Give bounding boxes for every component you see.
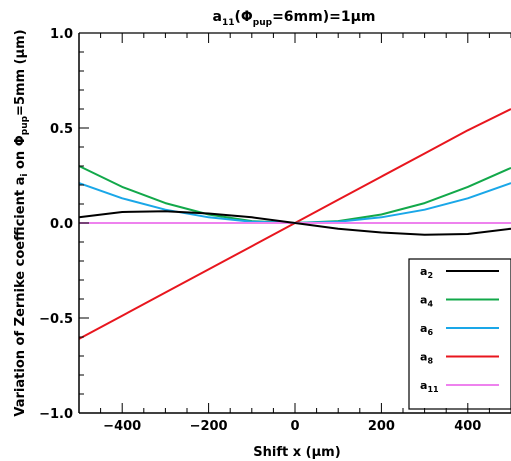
plot-area (78, 108, 511, 340)
chart-title: a11(Φpup=6mm)=1μm (212, 9, 375, 28)
y-tick-label: 0.0 (50, 217, 73, 232)
y-tick-label: 1.0 (50, 27, 73, 42)
legend-label-a11: a11 (420, 379, 439, 394)
y-tick-label: −1.0 (39, 407, 73, 422)
legend: a2 a4 a6 a8 a11 (408, 258, 511, 410)
legend-label-a4: a4 (420, 294, 433, 309)
x-tick-label: −400 (103, 419, 141, 434)
legend-label-a2: a2 (420, 265, 433, 280)
y-tick-label: 0.5 (50, 122, 73, 137)
legend-label-a8: a8 (420, 351, 433, 366)
series-line-a2 (78, 210, 511, 236)
x-tick-label: 400 (454, 419, 481, 434)
series-line-a4 (78, 165, 511, 224)
axes: −400 −200 0 200 400 1.0 0.5 0.0 −0.5 −1.0 (39, 27, 511, 434)
x-tick-label: 0 (290, 419, 299, 434)
legend-label-a6: a6 (420, 322, 433, 337)
series-line-a6 (78, 182, 511, 224)
y-tick-label: −0.5 (39, 312, 73, 327)
x-tick-label: −200 (190, 419, 228, 434)
y-axis-title: Variation of Zernike coefficient ai on Φ… (13, 29, 30, 416)
x-tick-label: 200 (368, 419, 395, 434)
x-axis-title: Shift x (μm) (253, 445, 340, 460)
